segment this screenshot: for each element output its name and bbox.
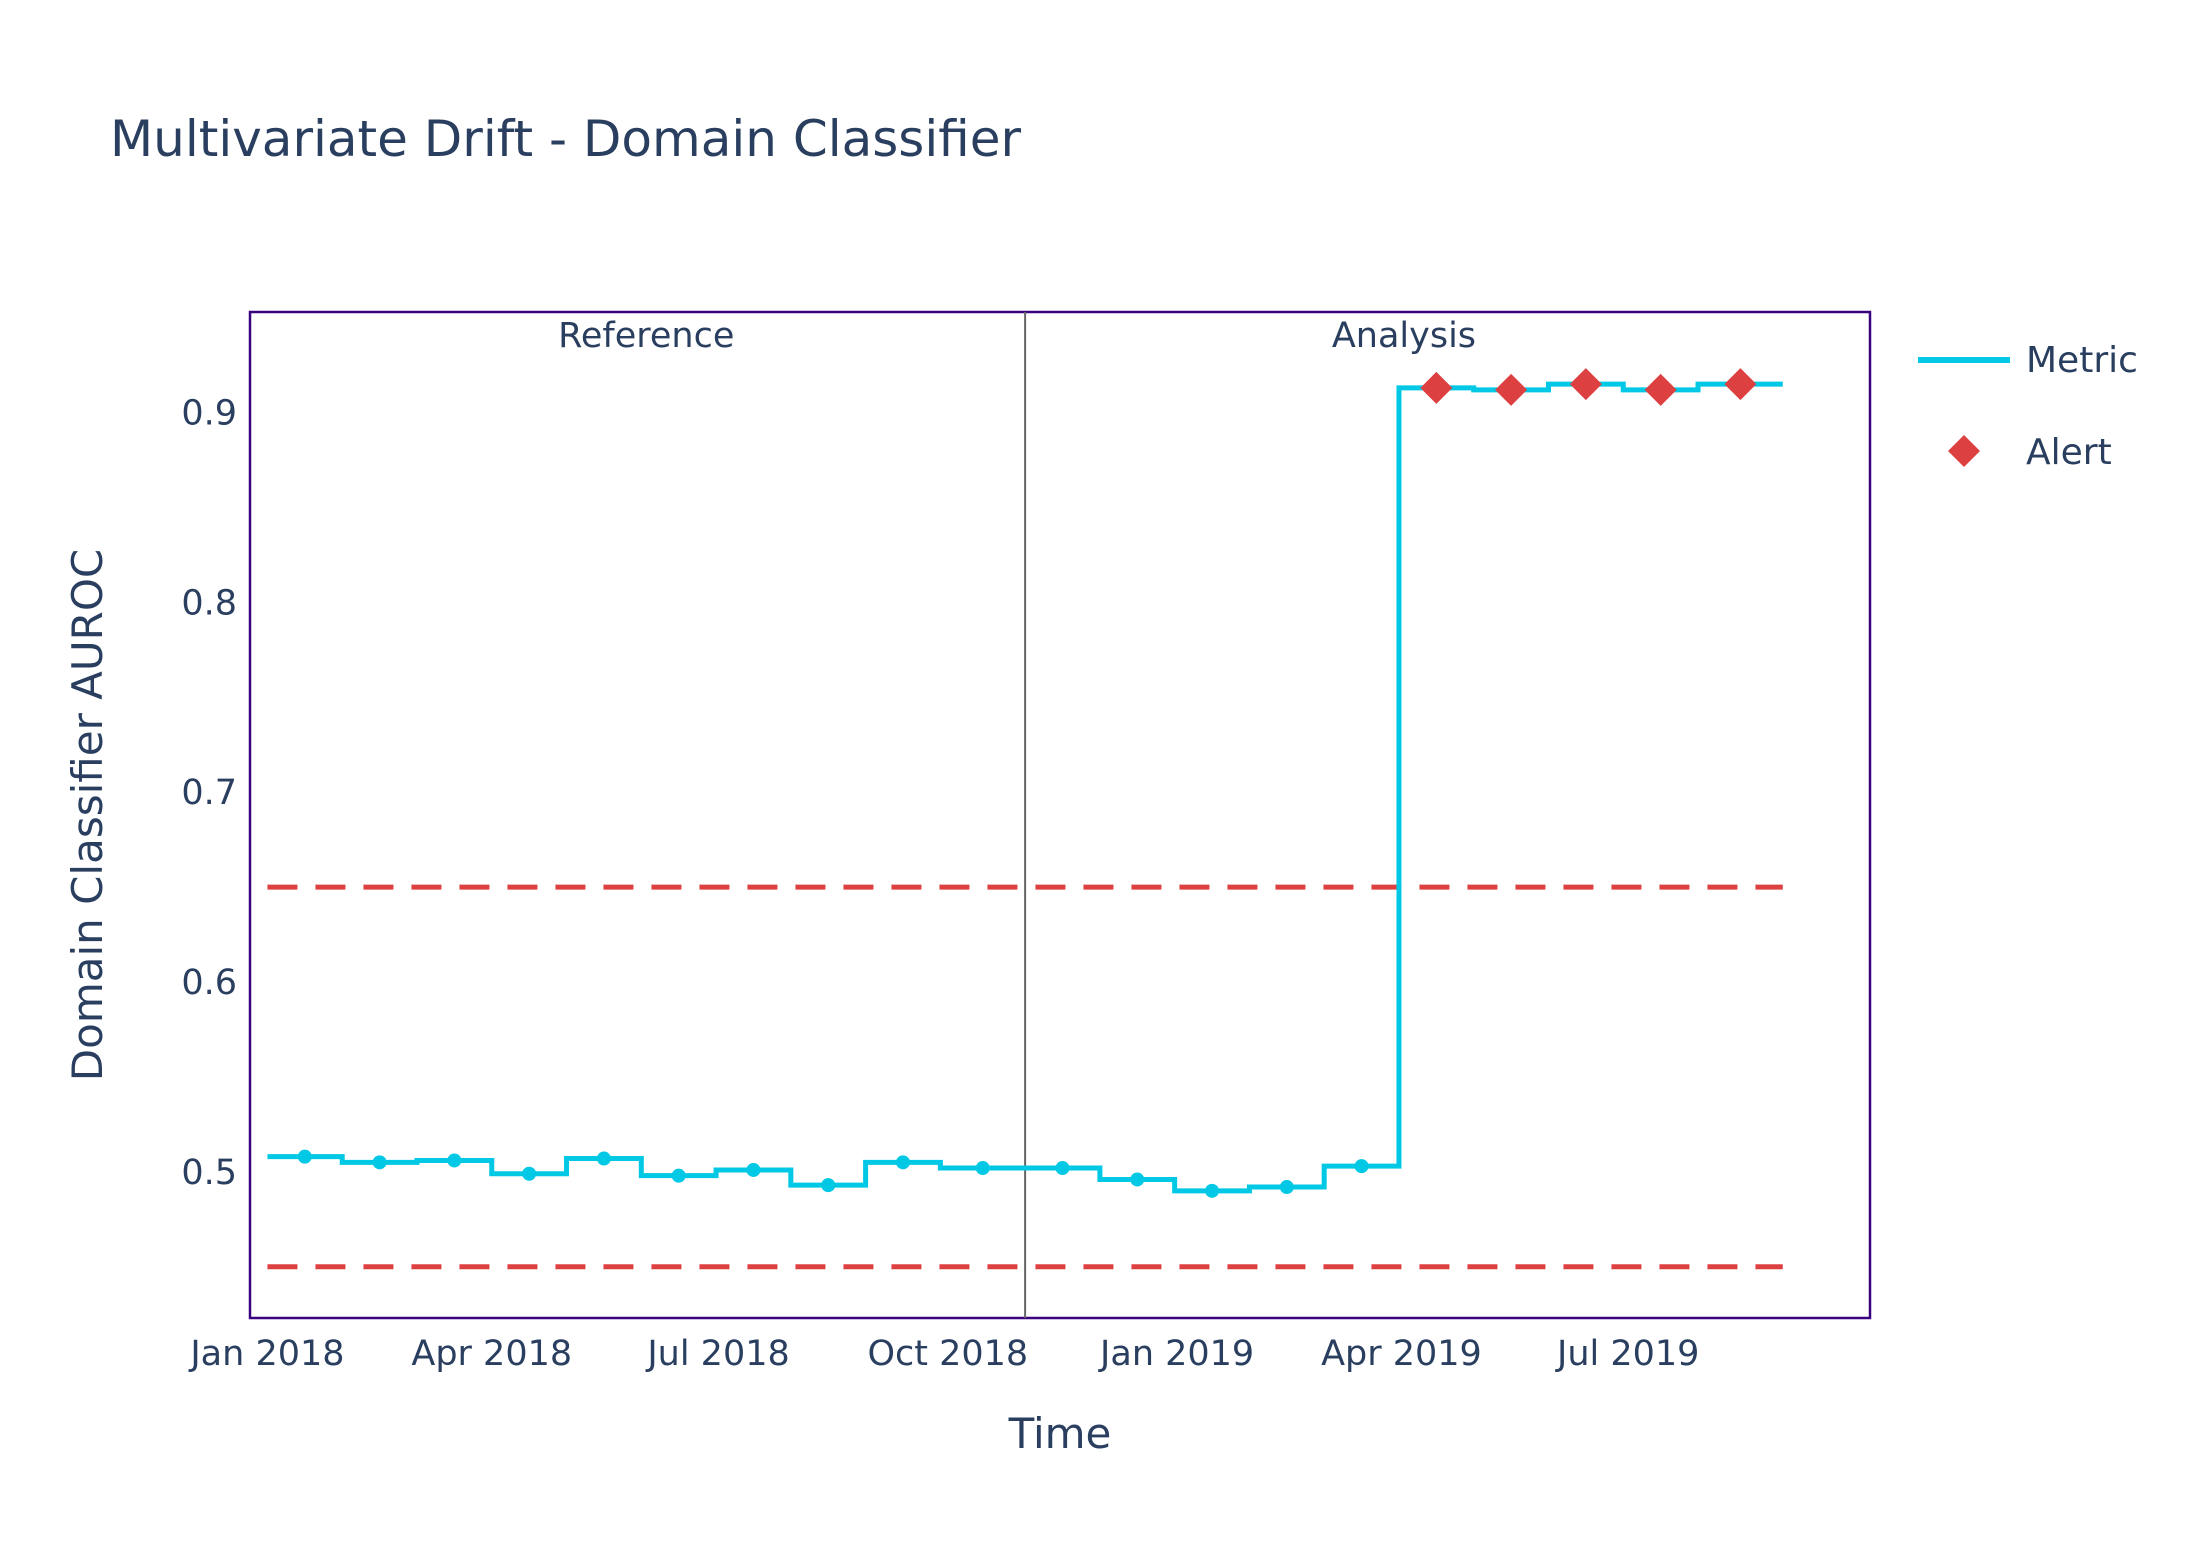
alert-marker bbox=[1420, 371, 1453, 404]
metric-point bbox=[821, 1178, 836, 1193]
metric-point bbox=[522, 1166, 537, 1181]
metric-point bbox=[447, 1153, 462, 1168]
metric-point bbox=[1279, 1180, 1294, 1195]
plot-area: Reference Analysis 0.5 0.6 0.7 0.8 0.9 Jan 2018… bbox=[181, 310, 1872, 1374]
metric-point bbox=[975, 1161, 990, 1176]
legend: Metric Alert bbox=[1918, 340, 2138, 473]
metric-point bbox=[746, 1162, 761, 1177]
metric-point bbox=[1055, 1161, 1070, 1176]
legend-alert-label: Alert bbox=[2026, 432, 2112, 473]
alert-marker bbox=[1569, 368, 1602, 401]
y-tick-label: 0.8 bbox=[181, 583, 237, 623]
metric-point bbox=[372, 1155, 387, 1170]
metric-point bbox=[895, 1155, 910, 1170]
alert-marker bbox=[1724, 368, 1757, 401]
x-tick-label: Oct 2018 bbox=[867, 1334, 1028, 1374]
chart-title: Multivariate Drift - Domain Classifier bbox=[110, 110, 1022, 168]
y-tick-label: 0.7 bbox=[181, 773, 237, 813]
legend-metric-label: Metric bbox=[2026, 340, 2138, 381]
plot-frame bbox=[248, 310, 1872, 1320]
x-tick-label: Jul 2019 bbox=[1555, 1334, 1699, 1374]
x-tick-label: Apr 2019 bbox=[1321, 1334, 1482, 1374]
metric-point bbox=[671, 1168, 686, 1183]
x-tick-label: Apr 2018 bbox=[411, 1334, 572, 1374]
y-tick-label: 0.6 bbox=[181, 963, 237, 1003]
alert-marker bbox=[1495, 373, 1528, 406]
metric-point bbox=[1354, 1159, 1369, 1174]
y-tick-label: 0.5 bbox=[181, 1153, 237, 1193]
metric-point bbox=[1130, 1172, 1145, 1187]
y-axis-title: Domain Classifier AUROC bbox=[63, 549, 112, 1081]
y-tick-label: 0.9 bbox=[181, 394, 237, 434]
period-label-analysis: Analysis bbox=[1332, 316, 1476, 356]
x-tick-label: Jan 2019 bbox=[1098, 1334, 1254, 1374]
x-axis-title: Time bbox=[1008, 1409, 1112, 1458]
alert-marker bbox=[1644, 373, 1677, 406]
legend-alert-marker bbox=[1948, 435, 1980, 467]
x-tick-label: Jan 2018 bbox=[188, 1334, 344, 1374]
x-tick-label: Jul 2018 bbox=[645, 1334, 789, 1374]
metric-point bbox=[1205, 1183, 1220, 1198]
metric-point bbox=[596, 1151, 611, 1166]
period-label-reference: Reference bbox=[558, 316, 734, 356]
metric-point bbox=[297, 1149, 312, 1164]
